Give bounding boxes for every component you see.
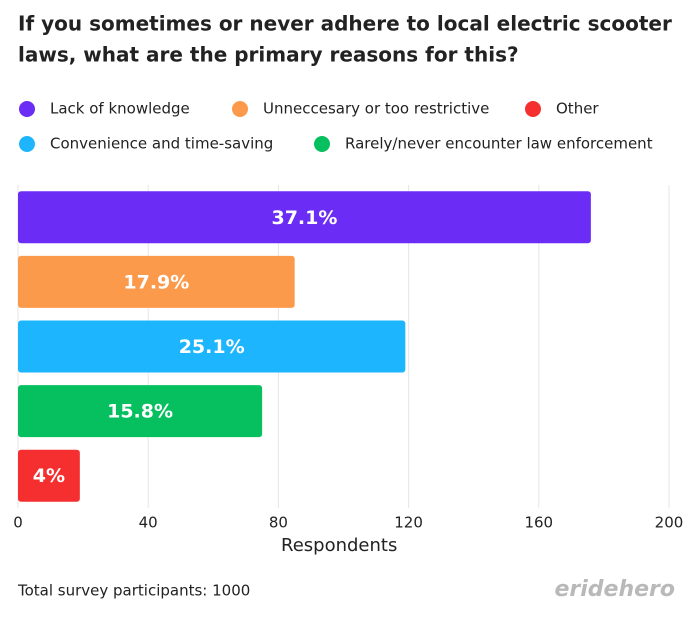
value-label: 25.1% [179,336,245,358]
legend-swatch [232,101,248,117]
legend-swatch [525,101,541,117]
chart-title: If you sometimes or never adhere to loca… [18,12,672,36]
x-tick-label: 200 [655,514,684,532]
chart-title: laws, what are the primary reasons for t… [18,43,519,67]
bar [18,191,591,244]
bar [18,385,263,438]
x-axis-label: Respondents [281,535,397,556]
bar [18,255,295,308]
legend-label: Other [556,100,599,118]
legend-label: Convenience and time-saving [50,135,273,153]
value-label: 37.1% [271,207,337,229]
value-label: 17.9% [123,271,189,293]
bar [18,449,80,502]
value-label: 4% [33,465,65,487]
x-tick-label: 80 [269,514,288,532]
legend-swatch [19,136,35,152]
legend-swatch [314,136,330,152]
footnote: Total survey participants: 1000 [17,582,250,600]
legend-label: Rarely/never encounter law enforcement [345,135,653,153]
legend-label: Unneccesary or too restrictive [263,100,489,118]
legend-label: Lack of knowledge [50,100,190,118]
x-tick-label: 120 [394,514,423,532]
bar [18,320,406,373]
x-tick-label: 160 [524,514,553,532]
brand-logo: eridehero [554,577,675,602]
x-tick-label: 40 [139,514,158,532]
value-label: 15.8% [107,401,173,423]
x-tick-label: 0 [13,514,23,532]
legend-swatch [19,101,35,117]
